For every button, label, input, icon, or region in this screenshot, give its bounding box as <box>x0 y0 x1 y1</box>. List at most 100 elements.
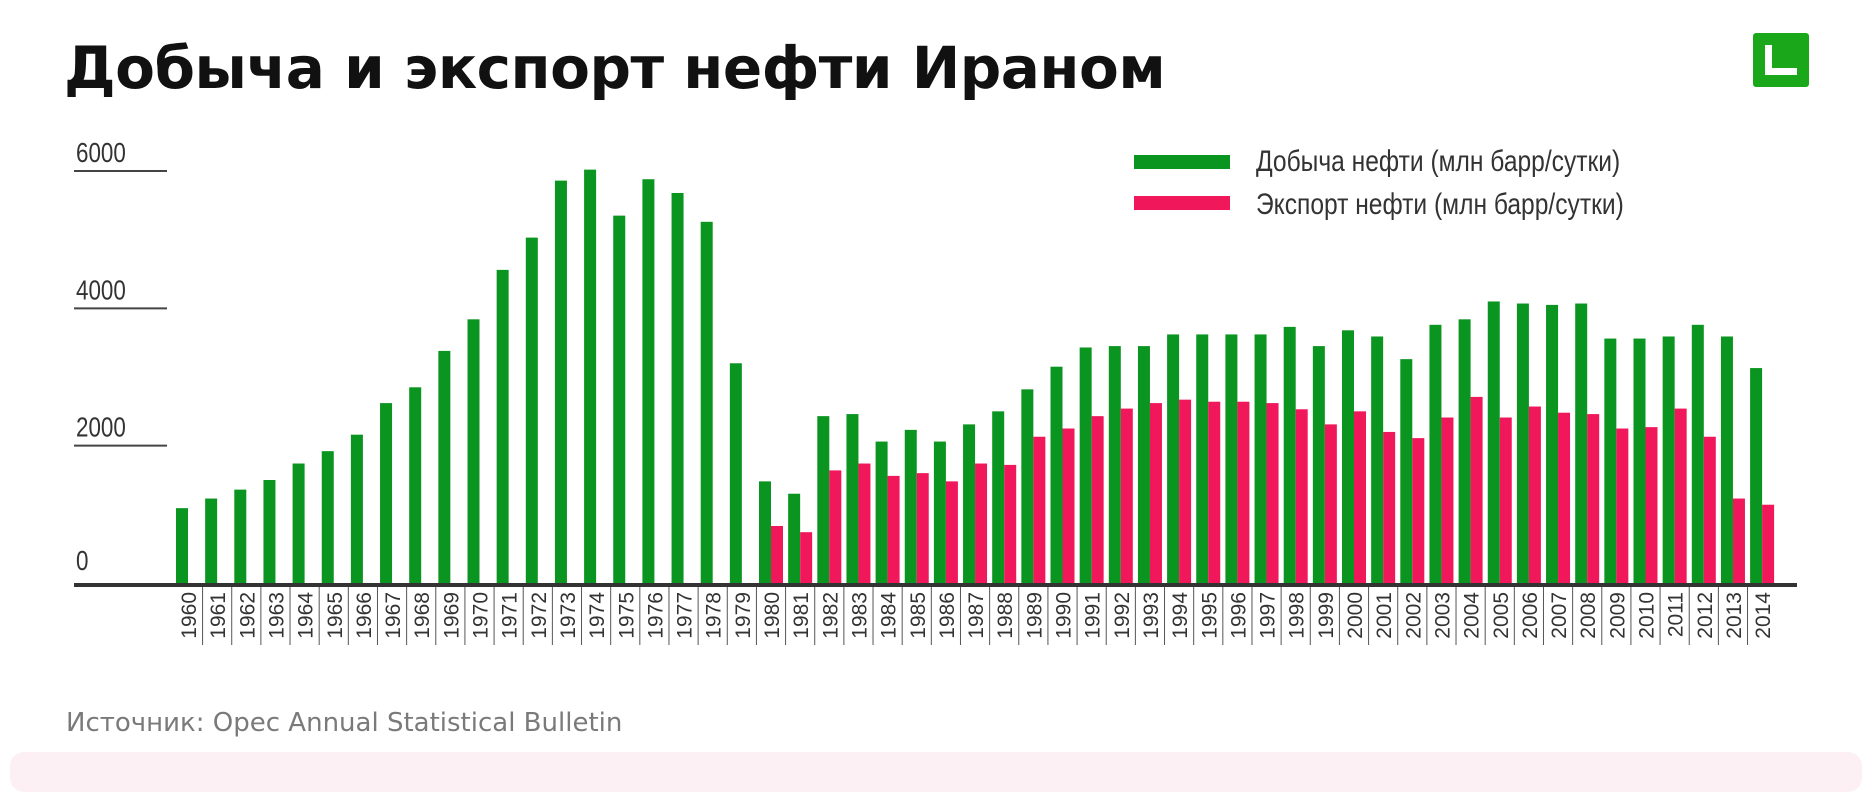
export-bar <box>800 532 813 583</box>
export-bar <box>1762 504 1775 583</box>
export-bar <box>1354 411 1366 583</box>
production-bar <box>1429 324 1442 583</box>
x-tick-label: 1978 <box>703 592 726 639</box>
production-bar <box>1079 347 1092 583</box>
x-tick-label: 1999 <box>1315 592 1338 639</box>
export-bar <box>1412 438 1425 583</box>
production-bar <box>1516 303 1529 583</box>
legend-swatch-export <box>1134 196 1230 210</box>
green-square-logo-icon <box>1753 33 1809 87</box>
y-tick-label: 4000 <box>76 275 126 306</box>
production-bar <box>350 434 363 583</box>
x-tick-label: 1960 <box>178 592 201 639</box>
x-tick-label: 2011 <box>1665 592 1688 637</box>
x-tick-label: 2005 <box>1490 592 1513 639</box>
export-bar <box>1120 408 1133 583</box>
x-tick-label: 1964 <box>295 592 318 639</box>
production-bar <box>234 489 247 583</box>
x-tick-label: 1969 <box>440 592 463 639</box>
production-bar <box>671 192 684 583</box>
chart-title: Добыча и экспорт нефти Ираном <box>64 34 1166 102</box>
x-tick-label: 1968 <box>411 592 434 639</box>
x-tick-label: 1993 <box>1140 592 1163 639</box>
production-bar <box>613 215 626 583</box>
x-tick-label: 1991 <box>1082 592 1105 639</box>
export-bar <box>1208 401 1221 583</box>
production-bar <box>1487 301 1500 583</box>
production-bar <box>1312 346 1325 583</box>
production-bar <box>467 319 480 583</box>
x-tick-label: 2012 <box>1694 592 1717 639</box>
x-tick-label: 1997 <box>1257 592 1280 639</box>
y-axis: 0 2000 4000 6000 <box>74 138 167 577</box>
production-bar <box>554 180 567 583</box>
production-bar <box>263 480 276 583</box>
production-bar <box>933 441 946 583</box>
production-bar <box>1167 334 1180 583</box>
production-bar <box>1137 346 1150 583</box>
export-bar <box>1499 417 1512 583</box>
export-bar <box>1703 436 1716 583</box>
export-bar <box>1033 436 1046 583</box>
production-bar <box>380 403 393 583</box>
production-bar <box>1400 359 1413 583</box>
export-bar <box>1441 417 1454 583</box>
export-bar <box>1004 464 1017 583</box>
x-tick-label: 2002 <box>1402 592 1425 639</box>
production-bar <box>1458 319 1471 583</box>
production-bar <box>292 463 305 583</box>
x-tick-label: 1980 <box>761 592 784 639</box>
export-bar <box>1616 428 1629 583</box>
export-bar <box>1587 414 1600 583</box>
x-tick-label: 1971 <box>499 592 522 639</box>
production-bar <box>1254 334 1267 583</box>
export-bar <box>1062 428 1075 583</box>
production-bar <box>642 179 655 584</box>
export-bar <box>1528 406 1541 583</box>
x-axis: 1960 1961 1962 1963 1964 1965 1966 1967 1968 1969… <box>74 583 1797 645</box>
x-tick-label: 1983 <box>848 592 871 639</box>
export-bar <box>887 475 900 583</box>
x-tick-label: 1990 <box>1053 592 1076 639</box>
production-bar <box>1225 334 1238 583</box>
x-tick-label: 2009 <box>1606 592 1629 639</box>
x-tick-label: 1995 <box>1198 592 1221 639</box>
export-bar <box>1645 427 1658 583</box>
x-tick-label: 1961 <box>207 592 230 639</box>
source-note: Источник: Opec Annual Statistical Bullet… <box>66 708 623 738</box>
x-tick-label: 1982 <box>819 592 842 639</box>
bars <box>176 169 1775 584</box>
x-tick-label: 2008 <box>1577 592 1600 639</box>
x-tick-label: 2013 <box>1723 592 1746 639</box>
x-tick-label: 1994 <box>1169 592 1192 639</box>
export-bar <box>945 481 958 583</box>
production-bar <box>846 414 859 583</box>
x-tick-label: 1972 <box>528 592 551 639</box>
production-bar <box>1342 330 1354 583</box>
y-tick-label: 6000 <box>76 138 126 169</box>
x-tick-label: 1967 <box>382 592 405 639</box>
x-tick-label: 2003 <box>1431 592 1454 639</box>
production-bar <box>759 481 771 583</box>
production-bar <box>1546 304 1559 583</box>
bottom-strip <box>10 752 1862 792</box>
x-tick-label: 1987 <box>965 592 988 639</box>
x-tick-label: 1998 <box>1286 592 1309 639</box>
production-bar <box>1108 346 1121 583</box>
x-tick-label: 1962 <box>236 592 259 639</box>
production-bar <box>904 429 917 583</box>
production-bar <box>496 269 509 583</box>
x-tick-label: 1970 <box>470 592 493 639</box>
production-bar <box>176 508 188 583</box>
export-bar <box>1237 401 1250 583</box>
export-bar <box>1558 412 1571 583</box>
x-tick-label: 1988 <box>994 592 1017 639</box>
x-tick-label: 1965 <box>324 592 347 639</box>
x-tick-label: 1992 <box>1111 592 1134 639</box>
production-bar <box>1633 338 1646 583</box>
production-bar <box>409 387 422 583</box>
production-bar <box>788 493 801 583</box>
production-bar <box>1196 334 1209 583</box>
production-bar <box>1575 303 1588 583</box>
